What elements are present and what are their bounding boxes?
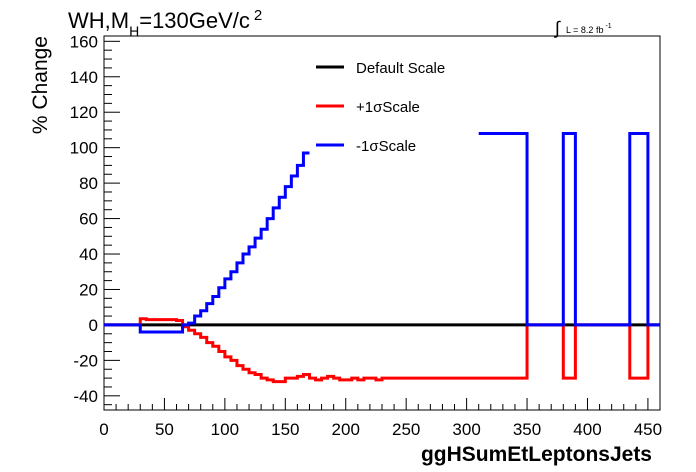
x-tick-label: 150 (271, 420, 299, 439)
y-tick-label: 20 (79, 280, 98, 299)
x-tick-label: 300 (452, 420, 480, 439)
y-tick-label: -40 (73, 387, 98, 406)
x-tick-label: 0 (99, 420, 108, 439)
x-tick-label: 350 (513, 420, 541, 439)
axis-ticks: 0 50 100 150 200 250 300 350 400 450 -40 -20 0 20 40 60… (70, 32, 662, 439)
y-axis-label: % Change (29, 36, 52, 134)
integral-symbol: ∫ (553, 18, 561, 38)
y-tick-label: 120 (70, 103, 98, 122)
x-tick-label: 450 (634, 420, 662, 439)
y-tick-label: 160 (70, 32, 98, 51)
y-tick-label: 40 (79, 245, 98, 264)
x-tick-label: 100 (211, 420, 239, 439)
legend-label-minus: -1σScale (356, 138, 416, 155)
y-tick-label: 100 (70, 139, 98, 158)
y-tick-label: -20 (73, 351, 98, 370)
x-tick-label: 200 (332, 420, 360, 439)
x-axis-label: ggHSumEtLeptonsJets (421, 443, 652, 466)
y-tick-label: 140 (70, 68, 98, 87)
luminosity-label: L = 8.2 fb -1 (566, 23, 612, 35)
chart-title: WH,MH=130GeV/c 2 (68, 7, 262, 39)
x-tick-label: 50 (155, 420, 174, 439)
y-tick-label: 0 (89, 316, 98, 335)
legend-label-plus: +1σScale (356, 99, 420, 116)
series-layer (104, 131, 660, 384)
y-tick-label: 80 (79, 174, 98, 193)
series-line-2 (104, 131, 660, 334)
x-tick-label: 400 (573, 420, 601, 439)
legend-label-default: Default Scale (356, 60, 445, 77)
x-tick-label: 250 (392, 420, 420, 439)
legend: Default Scale +1σScale -1σScale (316, 60, 445, 155)
y-tick-label: 60 (79, 210, 98, 229)
series-line-1 (104, 317, 660, 384)
